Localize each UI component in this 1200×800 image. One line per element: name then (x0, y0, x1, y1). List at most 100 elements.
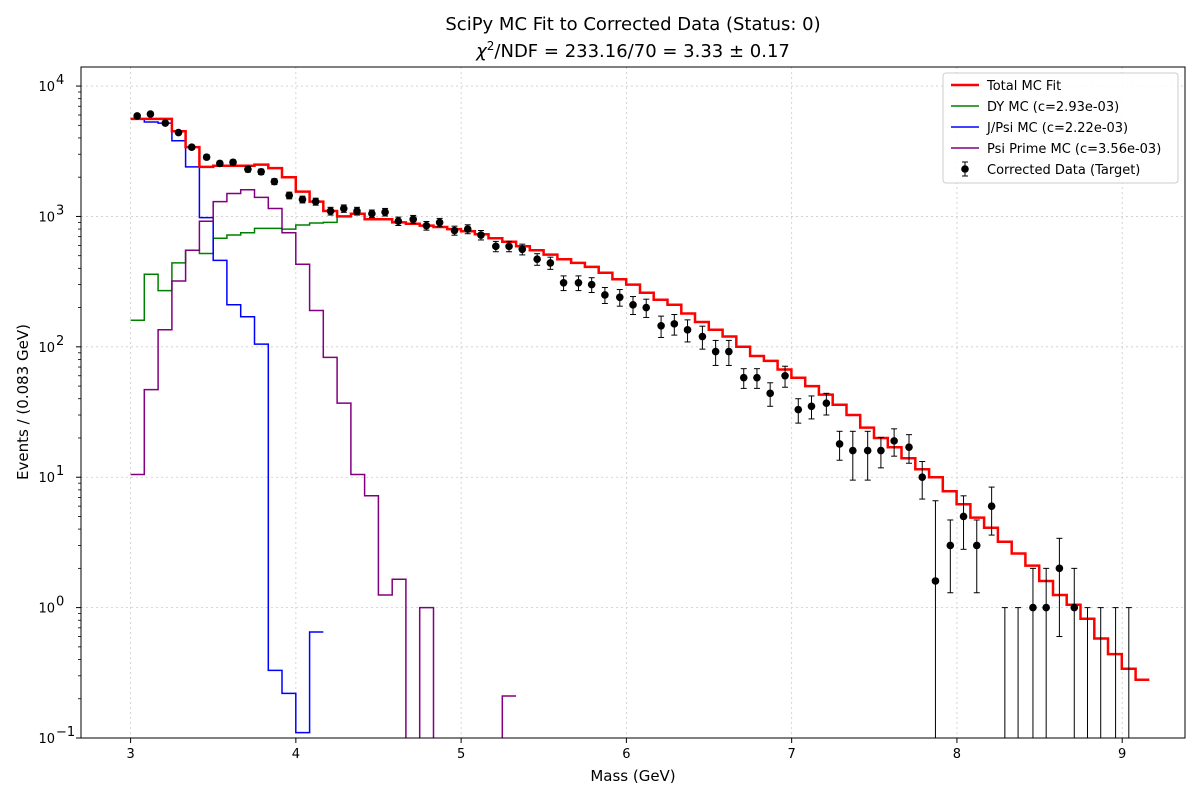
data-marker (781, 371, 789, 380)
legend-label-1: DY MC (c=2.93e-03) (987, 100, 1119, 115)
legend: Total MC Fit DY MC (c=2.93e-03) J/Psi MC (… (942, 72, 1179, 184)
data-marker (877, 446, 885, 455)
data-point (642, 298, 651, 318)
data-point (601, 287, 609, 304)
legend-marker (961, 165, 969, 173)
data-marker (972, 541, 981, 550)
y-tick-exponent: 4 (56, 73, 64, 88)
data-point (202, 153, 211, 161)
upper-limit-bar (1125, 607, 1132, 738)
data-point (229, 158, 237, 167)
data-marker (1055, 564, 1064, 573)
data-marker (835, 440, 844, 448)
data-marker (326, 207, 335, 215)
data-point (683, 319, 692, 343)
data-marker (559, 278, 568, 287)
data-point (1070, 567, 1079, 738)
legend-box (942, 72, 1179, 184)
upper-limit-bar (1015, 607, 1022, 738)
data-marker (849, 446, 857, 455)
data-marker (753, 373, 761, 382)
data-marker (229, 158, 237, 167)
series-line-3 (130, 189, 517, 738)
upper-limit-bar (1112, 607, 1119, 738)
x-tick-label: 4 (292, 747, 300, 762)
data-point (946, 519, 955, 594)
data-marker (807, 402, 816, 411)
data-marker (505, 242, 513, 251)
data-marker (270, 177, 279, 186)
data-marker (615, 293, 624, 302)
y-tick-exponent: 2 (56, 334, 64, 349)
data-point (298, 195, 307, 204)
y-tick-label: 10 (38, 341, 55, 356)
legend-label-4: Corrected Data (Target) (987, 163, 1140, 178)
upper-limit-bar (1084, 607, 1091, 738)
legend-label-3: Psi Prime MC (c=3.56e-03) (987, 142, 1161, 157)
data-point (753, 368, 761, 389)
data-marker (339, 204, 348, 213)
data-marker (766, 389, 774, 398)
data-marker (918, 473, 927, 482)
data-marker (794, 405, 803, 414)
data-marker (739, 373, 748, 382)
y-tick-label: 10 (38, 732, 55, 747)
y-tick-exponent: −1 (56, 725, 75, 740)
data-point (1029, 567, 1037, 738)
data-point (311, 197, 320, 206)
data-point (657, 315, 665, 338)
data-point (725, 339, 733, 366)
data-point (533, 253, 541, 266)
y-tick-label: 10 (38, 210, 55, 225)
data-marker (285, 191, 294, 200)
data-point (766, 382, 774, 407)
legend-label-0: Total MC Fit (986, 79, 1061, 94)
data-points-layer (133, 110, 1132, 738)
data-point (1055, 537, 1064, 638)
subtitle-chi: χ (475, 41, 488, 62)
data-point (781, 365, 789, 388)
data-point (835, 430, 844, 461)
data-point (435, 217, 444, 228)
data-marker (959, 512, 968, 521)
x-tick-label: 5 (457, 747, 465, 762)
data-point (794, 398, 803, 424)
data-marker (642, 303, 651, 312)
data-marker (174, 128, 183, 137)
subtitle-rest: /NDF = 233.16/70 = 3.33 ± 0.17 (494, 41, 789, 62)
data-marker (353, 207, 361, 215)
data-marker (422, 221, 431, 230)
data-point (409, 214, 417, 225)
data-point (711, 339, 720, 366)
x-axis-label: Mass (GeV) (590, 767, 675, 785)
data-point (161, 119, 170, 127)
data-marker (905, 443, 913, 451)
data-point (931, 500, 940, 738)
data-point (863, 430, 872, 481)
data-marker (463, 225, 472, 233)
data-marker (822, 399, 831, 407)
data-marker (1070, 603, 1079, 612)
x-tick-label: 9 (1118, 747, 1126, 762)
data-point (270, 177, 279, 186)
data-point (807, 395, 816, 420)
data-marker (518, 245, 527, 254)
data-point (959, 495, 968, 550)
y-tick-exponent: 1 (56, 464, 64, 479)
plot-frame (80, 66, 1186, 739)
data-point (174, 128, 183, 137)
data-point (987, 486, 996, 536)
data-marker (546, 259, 555, 267)
data-marker (435, 218, 444, 227)
data-point (450, 225, 459, 236)
data-marker (1029, 603, 1037, 612)
data-marker (202, 153, 211, 161)
data-marker (146, 110, 155, 118)
data-marker (657, 321, 665, 330)
x-axis-ticks: 3 4 5 6 7 8 9 (126, 738, 1126, 762)
y-tick-exponent: 3 (56, 203, 64, 218)
data-point (216, 159, 224, 168)
data-marker (311, 197, 320, 206)
